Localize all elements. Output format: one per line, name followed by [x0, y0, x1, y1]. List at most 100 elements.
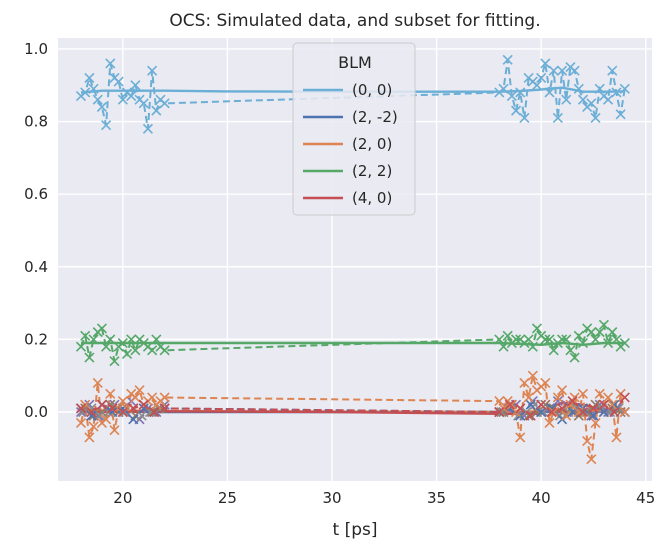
- x-tick-label: 20: [113, 489, 132, 507]
- data-point-series-0: [142, 123, 154, 134]
- data-point-series-2: [130, 392, 141, 403]
- data-point-series-4: [598, 399, 609, 410]
- data-point-series-0: [101, 120, 112, 131]
- data-point-series-2: [147, 392, 158, 403]
- x-tick-label: 30: [322, 489, 341, 507]
- data-point-series-4: [546, 406, 557, 418]
- chart-title: OCS: Simulated data, and subset for fitt…: [169, 11, 540, 31]
- data-point-series-2: [109, 425, 120, 436]
- data-point-series-2: [619, 406, 630, 418]
- data-point-series-2: [159, 392, 170, 403]
- data-point-series-0: [619, 83, 630, 94]
- data-point-series-1: [128, 414, 139, 425]
- data-point-series-0: [556, 65, 568, 76]
- data-point-series-3: [80, 330, 91, 341]
- data-point-series-2: [519, 377, 530, 389]
- data-point-series-2: [544, 417, 555, 428]
- data-point-series-3: [84, 352, 95, 363]
- data-point-series-3: [159, 345, 170, 356]
- data-point-series-3: [147, 345, 158, 356]
- data-point-series-4: [138, 399, 149, 410]
- data-point-series-3: [603, 337, 614, 349]
- data-point-series-1: [536, 406, 547, 418]
- data-point-series-0: [105, 58, 116, 69]
- data-point-series-0: [92, 94, 103, 105]
- data-point-series-0: [607, 65, 618, 76]
- data-point-series-2: [540, 377, 551, 389]
- data-point-series-2: [134, 385, 145, 396]
- extra-marker-2: [86, 403, 97, 414]
- fit-line-series-2: [80, 375, 626, 460]
- y-tick-label: 0.0: [24, 403, 48, 421]
- data-point-series-2: [523, 392, 534, 403]
- data-point-series-3: [121, 348, 133, 359]
- data-point-series-0: [552, 112, 563, 123]
- data-point-series-0: [502, 54, 513, 65]
- data-point-series-3: [607, 327, 618, 338]
- data-point-series-4: [86, 406, 97, 418]
- data-point-series-2: [75, 417, 87, 428]
- y-tick-label: 0.2: [24, 330, 48, 348]
- data-point-series-2: [603, 392, 614, 403]
- x-tick-label: 40: [532, 489, 551, 507]
- data-point-series-3: [494, 334, 505, 345]
- data-point-series-3: [510, 334, 522, 345]
- data-point-series-0: [117, 94, 128, 105]
- x-tick-label: 25: [218, 489, 237, 507]
- data-point-series-2: [506, 399, 517, 410]
- data-point-series-2: [561, 410, 572, 421]
- data-point-series-0: [536, 72, 547, 84]
- data-point-series-2: [552, 392, 563, 403]
- data-point-series-3: [531, 323, 543, 334]
- legend-items: (0, 0) (2, -2) (2, 0) (2, 2) (4, 0): [303, 81, 398, 207]
- data-point-series-3: [502, 330, 513, 341]
- data-point-series-2: [590, 417, 601, 428]
- y-tick-label: 0.8: [24, 113, 48, 131]
- data-point-series-2: [92, 377, 103, 389]
- data-point-series-0: [147, 65, 158, 76]
- data-point-series-3: [565, 345, 576, 356]
- data-point-series-4: [128, 403, 139, 414]
- data-point-series-2: [586, 454, 597, 465]
- data-point-series-0: [569, 65, 580, 76]
- data-point-series-3: [569, 352, 580, 363]
- data-point-series-0: [84, 72, 95, 84]
- data-point-series-0: [548, 65, 559, 76]
- data-point-series-0: [561, 94, 572, 105]
- data-point-series-0: [586, 98, 597, 109]
- data-point-series-4: [609, 406, 620, 418]
- data-point-series-2: [611, 432, 622, 443]
- data-point-series-0: [590, 112, 601, 123]
- data-point-series-3: [130, 345, 141, 356]
- data-point-series-4: [515, 403, 526, 414]
- extra-marker-2: [538, 406, 549, 418]
- legend-label-4: (4, 0): [352, 189, 392, 207]
- y-tick-label: 0.4: [24, 258, 48, 276]
- data-point-series-3: [598, 319, 609, 330]
- data-point-series-4: [536, 399, 547, 410]
- data-point-series-3: [109, 356, 120, 367]
- data-point-series-1: [525, 399, 536, 410]
- data-point-series-3: [540, 334, 551, 345]
- data-point-series-2: [607, 399, 618, 410]
- data-point-series-3: [88, 334, 99, 345]
- data-point-series-3: [586, 327, 597, 338]
- data-point-series-4: [577, 406, 589, 418]
- data-point-series-4: [619, 392, 630, 403]
- data-point-series-0: [159, 98, 170, 109]
- data-point-series-3: [101, 341, 112, 352]
- data-point-series-1: [86, 410, 97, 421]
- data-point-series-0: [138, 98, 149, 109]
- data-point-series-0: [151, 105, 162, 116]
- x-tick-label: 45: [636, 489, 655, 507]
- data-point-series-0: [506, 91, 517, 102]
- data-point-series-4: [96, 399, 107, 410]
- data-point-series-3: [527, 341, 538, 352]
- data-point-series-3: [619, 337, 630, 349]
- data-point-series-3: [561, 334, 572, 345]
- extra-marker-1: [147, 406, 158, 418]
- extra-marker-2: [136, 410, 147, 421]
- data-point-series-4: [149, 406, 160, 418]
